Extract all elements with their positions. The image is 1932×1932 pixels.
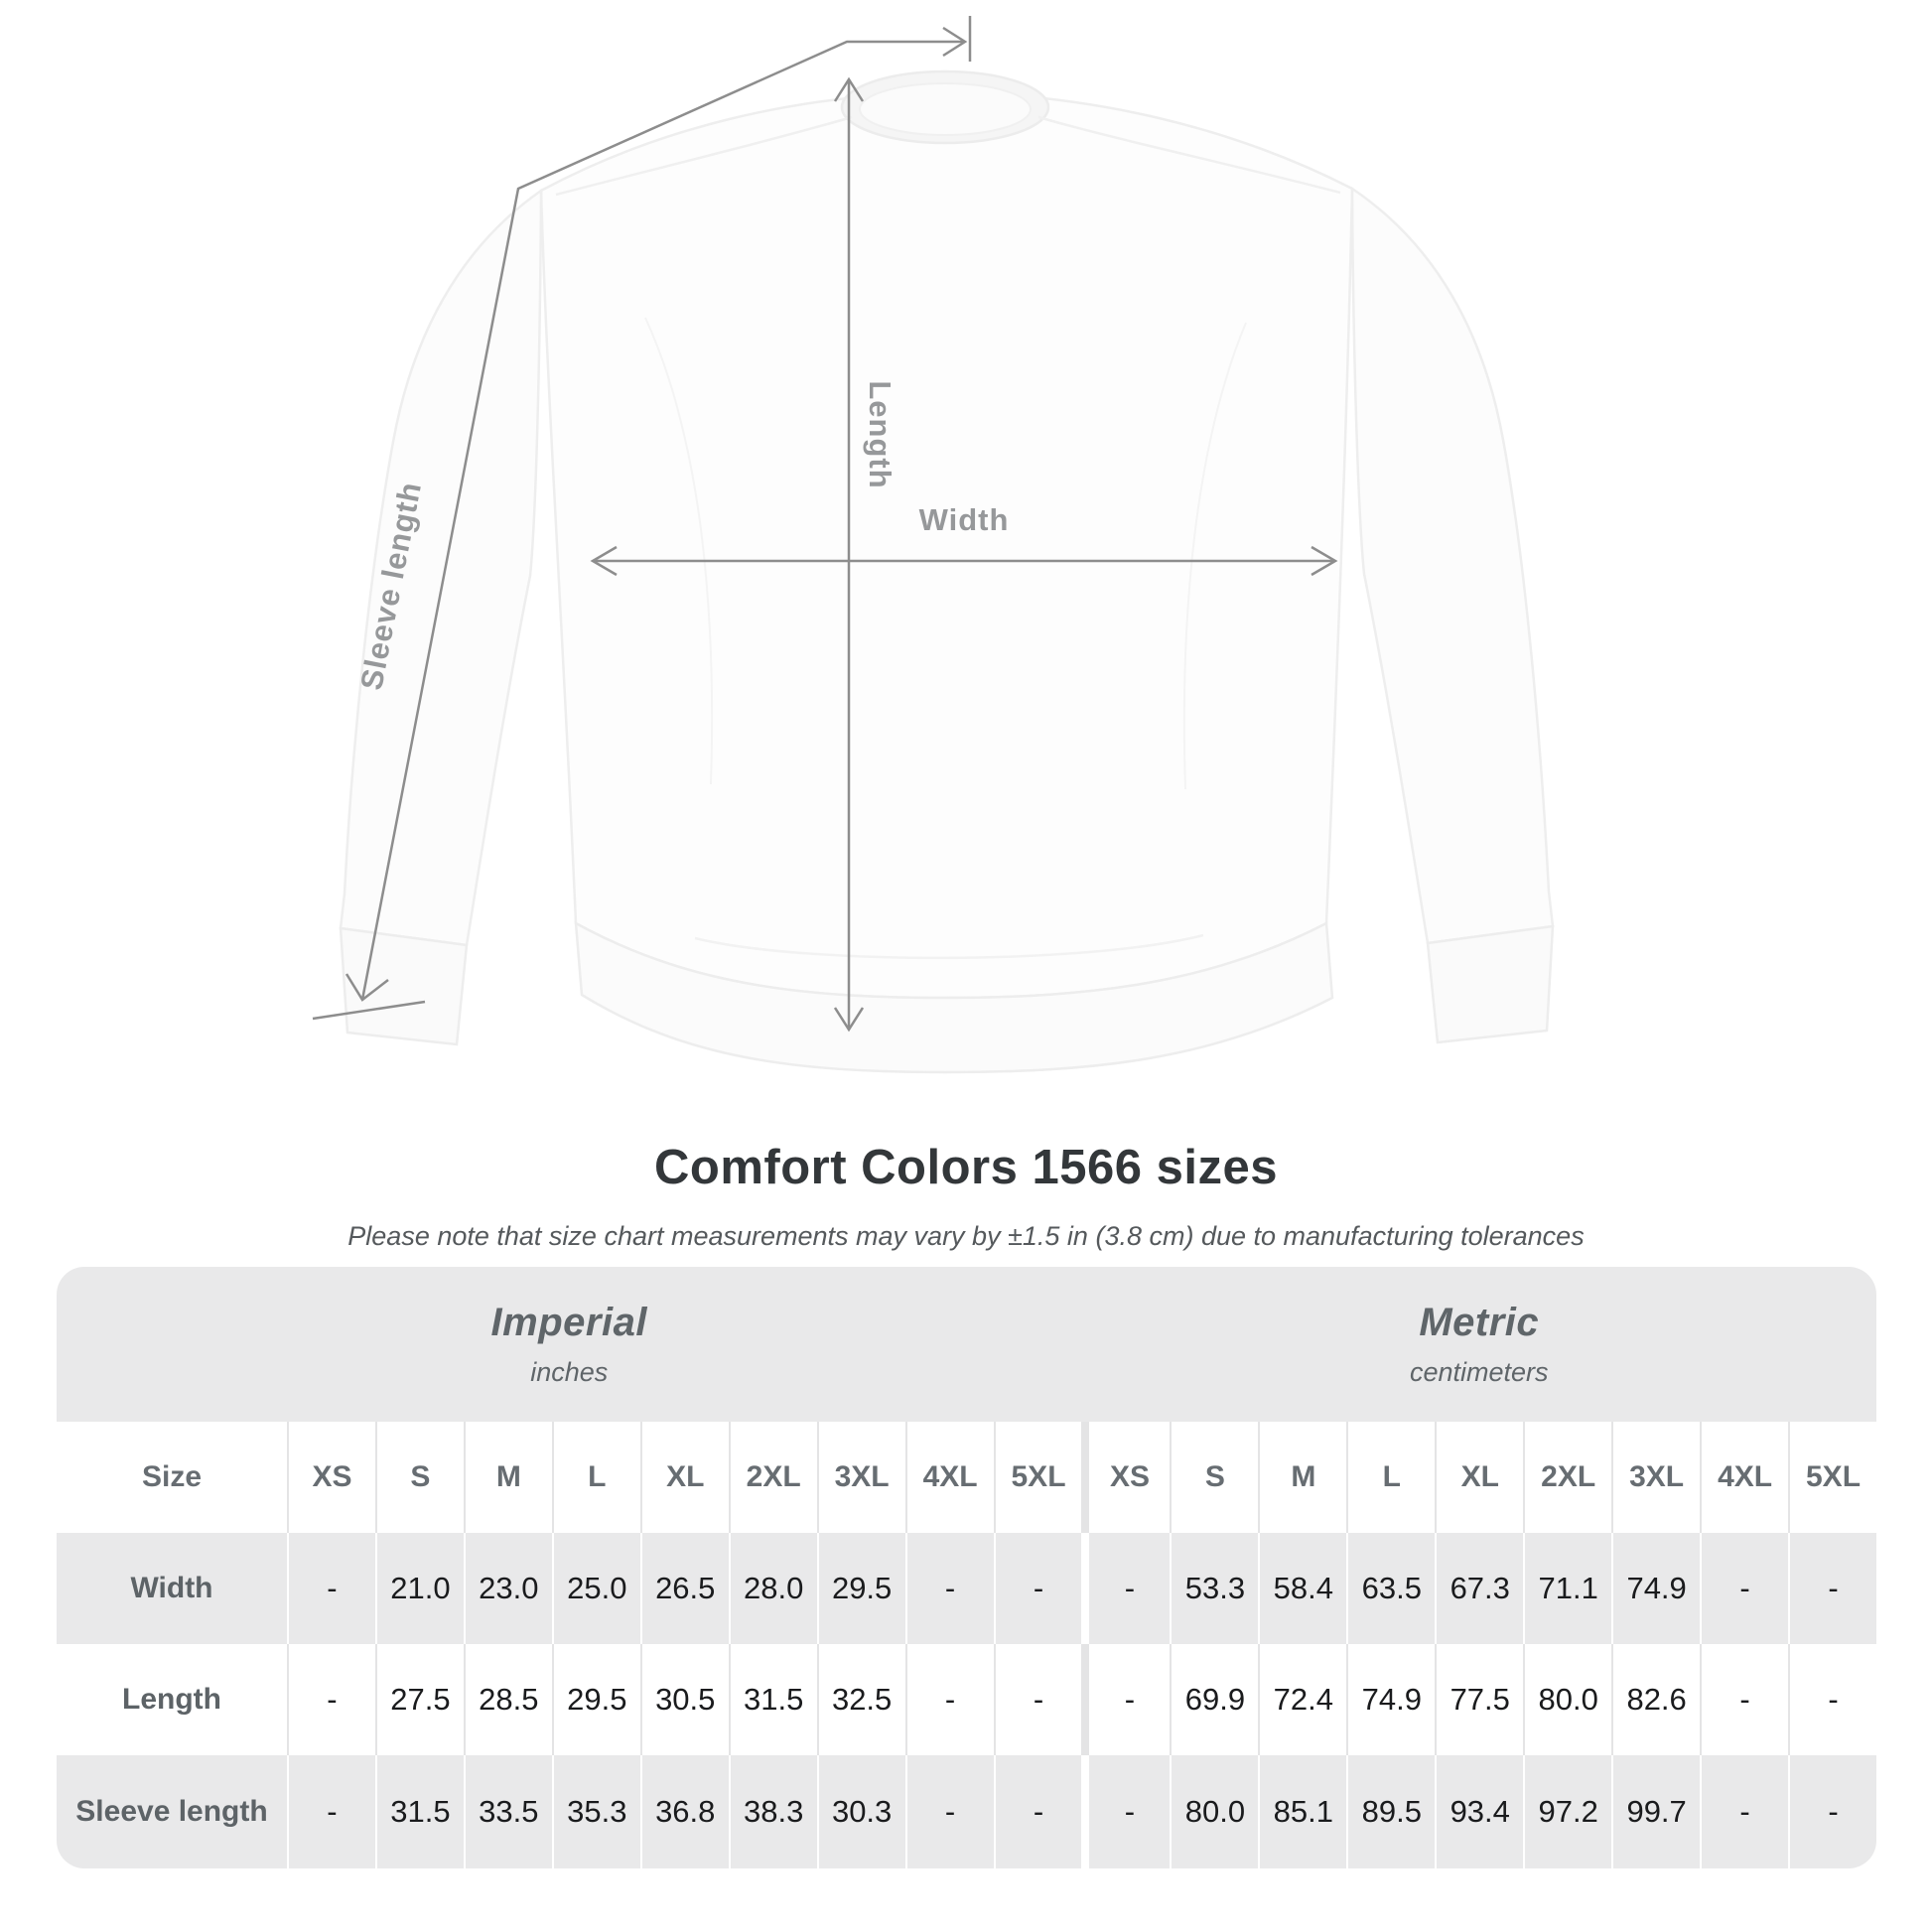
size-header: 2XL [1523, 1422, 1612, 1533]
value-cell: - [904, 1755, 994, 1868]
value-cell: - [1788, 1644, 1876, 1755]
value-cell: 69.9 [1170, 1644, 1259, 1755]
value-cell: - [1700, 1644, 1789, 1755]
size-header: 2XL [728, 1422, 817, 1533]
size-header: XL [639, 1422, 729, 1533]
size-header: XL [1435, 1422, 1524, 1533]
size-header: S [374, 1422, 464, 1533]
size-header: L [551, 1422, 640, 1533]
value-cell: 77.5 [1435, 1644, 1524, 1755]
value-cell: - [1081, 1755, 1171, 1868]
value-cell: 71.1 [1523, 1533, 1612, 1644]
value-cell: 35.3 [551, 1755, 640, 1868]
value-cell: 29.5 [551, 1644, 640, 1755]
length-label: Length [863, 380, 897, 488]
value-cell: 74.9 [1346, 1644, 1436, 1755]
value-cell: 38.3 [728, 1755, 817, 1868]
unit-group-unit: centimeters [1409, 1357, 1549, 1387]
sleeve-length-arrow [312, 16, 972, 1021]
value-cell: 58.4 [1258, 1533, 1347, 1644]
value-cell: 80.0 [1170, 1755, 1259, 1868]
value-cell: 74.9 [1611, 1533, 1701, 1644]
value-cell: 27.5 [374, 1644, 464, 1755]
size-header: 3XL [816, 1422, 905, 1533]
value-cell: 26.5 [639, 1533, 729, 1644]
value-cell: 36.8 [639, 1755, 729, 1868]
value-cell: 31.5 [374, 1755, 464, 1868]
value-cell: 23.0 [463, 1533, 552, 1644]
value-cell: 32.5 [816, 1644, 905, 1755]
value-cell: 82.6 [1611, 1644, 1701, 1755]
value-cell: 25.0 [551, 1533, 640, 1644]
value-cell: 97.2 [1523, 1755, 1612, 1868]
width-arrow [590, 545, 1338, 577]
value-cell: 63.5 [1346, 1533, 1436, 1644]
value-cell: 31.5 [728, 1644, 817, 1755]
value-cell: - [287, 1533, 375, 1644]
value-cell: 28.0 [728, 1533, 817, 1644]
size-header: M [463, 1422, 552, 1533]
row-label: Width [57, 1533, 287, 1644]
value-cell: - [904, 1644, 994, 1755]
value-cell: 99.7 [1611, 1755, 1701, 1868]
value-cell: - [1081, 1644, 1171, 1755]
value-cell: 80.0 [1523, 1644, 1612, 1755]
value-cell: 85.1 [1258, 1755, 1347, 1868]
unit-group-title: Metric [1419, 1301, 1540, 1344]
width-label: Width [919, 502, 1010, 537]
value-cell: 21.0 [374, 1533, 464, 1644]
length-arrow [833, 76, 865, 1033]
value-cell: - [1788, 1755, 1876, 1868]
size-header: M [1258, 1422, 1347, 1533]
value-cell: 28.5 [463, 1644, 552, 1755]
value-cell: 33.5 [463, 1755, 552, 1868]
unit-group-title: Imperial [490, 1301, 647, 1344]
size-header: 4XL [1700, 1422, 1789, 1533]
size-header: 4XL [904, 1422, 994, 1533]
value-cell: - [1081, 1533, 1171, 1644]
value-cell: 72.4 [1258, 1644, 1347, 1755]
value-cell: - [1788, 1533, 1876, 1644]
size-header: S [1170, 1422, 1259, 1533]
size-header: 5XL [993, 1422, 1082, 1533]
value-cell: - [287, 1755, 375, 1868]
sweatshirt-image [339, 69, 1555, 1074]
value-cell: 89.5 [1346, 1755, 1436, 1868]
size-header: XS [287, 1422, 375, 1533]
value-cell: 30.3 [816, 1755, 905, 1868]
value-cell: 53.3 [1170, 1533, 1259, 1644]
value-cell: - [1700, 1533, 1789, 1644]
size-header: XS [1081, 1422, 1171, 1533]
row-label: Sleeve length [57, 1755, 287, 1868]
value-cell: - [993, 1533, 1082, 1644]
sweatshirt-measurement-diagram: Width Length Sleeve length [312, 16, 1555, 1074]
size-header: 5XL [1788, 1422, 1876, 1533]
unit-group-metric: Metric centimeters [1081, 1267, 1876, 1422]
value-cell: - [287, 1644, 375, 1755]
page-subtitle: Please note that size chart measurements… [347, 1221, 1585, 1251]
size-table: Imperial inches Metric centimeters Size XS S M L… [57, 1267, 1876, 1868]
value-cell: - [993, 1644, 1082, 1755]
value-cell: 30.5 [639, 1644, 729, 1755]
unit-group-unit: inches [530, 1357, 609, 1387]
size-column-header: Size [57, 1422, 287, 1533]
value-cell: - [1700, 1755, 1789, 1868]
size-header: 3XL [1611, 1422, 1701, 1533]
value-cell: 29.5 [816, 1533, 905, 1644]
value-cell: 93.4 [1435, 1755, 1524, 1868]
page-title: Comfort Colors 1566 sizes [654, 1141, 1278, 1194]
value-cell: 67.3 [1435, 1533, 1524, 1644]
value-cell: - [993, 1755, 1082, 1868]
value-cell: - [904, 1533, 994, 1644]
unit-group-imperial: Imperial inches [57, 1267, 1082, 1422]
size-header: L [1346, 1422, 1436, 1533]
row-label: Length [57, 1644, 287, 1755]
